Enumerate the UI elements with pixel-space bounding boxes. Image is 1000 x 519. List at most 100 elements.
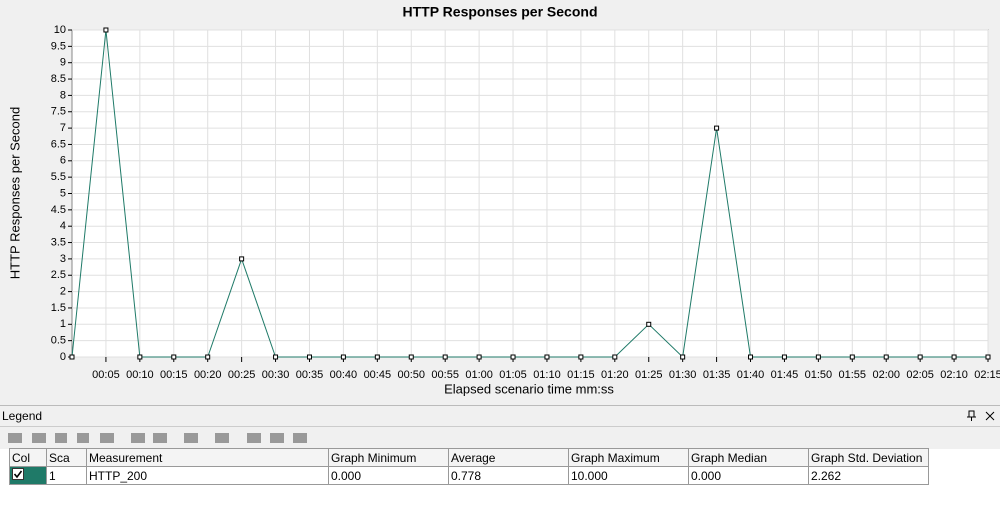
y-tick-label: 7.5	[51, 106, 66, 118]
y-tick-label: 1.5	[51, 302, 66, 314]
data-point	[646, 321, 652, 327]
x-tick-label: 00:25	[228, 369, 256, 381]
column-header[interactable]: Graph Maximum	[568, 448, 689, 467]
x-tick-label: 01:50	[805, 369, 833, 381]
data-point	[612, 354, 618, 360]
x-tick-label: 01:20	[601, 369, 629, 381]
y-tick-label: 9.5	[51, 40, 66, 52]
y-tick-label: 5.5	[51, 171, 66, 183]
data-point	[69, 354, 75, 360]
x-tick-label: 01:00	[465, 369, 493, 381]
x-tick-label: 00:10	[126, 369, 154, 381]
x-tick-label: 01:35	[703, 369, 731, 381]
x-tick-label: 00:35	[296, 369, 324, 381]
data-point	[374, 354, 380, 360]
data-point	[137, 354, 143, 360]
x-tick-label: 00:45	[364, 369, 392, 381]
data-point	[273, 354, 279, 360]
legend-title: Legend	[2, 409, 43, 423]
toolbar	[0, 427, 1000, 449]
data-point	[985, 354, 991, 360]
y-tick-label: 5	[60, 187, 66, 199]
y-tick-label: 3	[60, 253, 66, 265]
x-tick-label: 00:40	[330, 369, 358, 381]
data-point	[815, 354, 821, 360]
data-point	[680, 354, 686, 360]
legend-cell: 0.000	[688, 466, 809, 485]
data-point	[714, 125, 720, 131]
column-header[interactable]: Sca	[46, 448, 87, 467]
column-header[interactable]: Col	[9, 448, 47, 467]
y-tick-label: 0.5	[51, 335, 66, 347]
data-point	[951, 354, 957, 360]
x-tick-label: 01:45	[771, 369, 799, 381]
x-tick-label: 02:05	[906, 369, 934, 381]
y-tick-label: 9	[60, 57, 66, 69]
x-tick-label: 00:20	[194, 369, 222, 381]
panel-buttons[interactable]	[966, 410, 996, 422]
legend-panel: Legend Col Sca Measurement Graph Minimum Ave…	[0, 405, 1000, 519]
x-tick-label: 00:30	[262, 369, 290, 381]
y-axis-label: HTTP Responses per Second	[7, 107, 22, 279]
x-tick-label: 01:10	[533, 369, 561, 381]
column-header[interactable]: Graph Minimum	[328, 448, 449, 467]
color-cell	[9, 466, 47, 485]
data-point	[103, 27, 109, 33]
x-tick-label: 00:05	[92, 369, 120, 381]
y-tick-label: 8.5	[51, 73, 66, 85]
column-header[interactable]: Average	[448, 448, 569, 467]
y-tick-label: 6	[60, 155, 66, 167]
data-point	[748, 354, 754, 360]
legend-cell: HTTP_200	[86, 466, 329, 485]
y-tick-label: 0	[60, 351, 66, 363]
toolbar-icons[interactable]	[0, 427, 320, 449]
x-tick-label: 01:05	[499, 369, 527, 381]
x-tick-label: 01:55	[839, 369, 867, 381]
x-tick-label: 01:15	[567, 369, 595, 381]
data-point	[340, 354, 346, 360]
data-point	[205, 354, 211, 360]
data-line	[71, 29, 988, 359]
data-point	[510, 354, 516, 360]
checkbox[interactable]	[12, 468, 24, 480]
column-header[interactable]: Graph Std. Deviation	[808, 448, 929, 467]
x-axis-label: Elapsed scenario time mm:ss	[444, 381, 614, 396]
legend-cell: 2.262	[808, 466, 929, 485]
x-tick-label: 02:00	[872, 369, 900, 381]
legend-cell: 0.000	[328, 466, 449, 485]
data-point	[849, 354, 855, 360]
legend-cell: 1	[46, 466, 87, 485]
y-tick-label: 8	[60, 89, 66, 101]
x-tick-label: 00:50	[397, 369, 425, 381]
data-point	[239, 256, 245, 262]
y-tick-label: 2.5	[51, 269, 66, 281]
data-point	[171, 354, 177, 360]
x-tick-label: 01:40	[737, 369, 765, 381]
column-header[interactable]: Graph Median	[688, 448, 809, 467]
x-tick-label: 02:15	[974, 369, 1000, 381]
y-tick-label: 3.5	[51, 236, 66, 248]
data-point	[306, 354, 312, 360]
legend-header: Legend	[0, 405, 1000, 427]
data-point	[442, 354, 448, 360]
legend-table: Col Sca Measurement Graph Minimum Average Gra…	[9, 448, 929, 485]
data-point	[917, 354, 923, 360]
legend-cell: 10.000	[568, 466, 689, 485]
y-tick-label: 1	[60, 318, 66, 330]
y-tick-label: 4	[60, 220, 66, 232]
y-tick-label: 7	[60, 122, 66, 134]
data-point	[544, 354, 550, 360]
x-tick-label: 01:30	[669, 369, 697, 381]
data-point	[408, 354, 414, 360]
chart-title: HTTP Responses per Second	[402, 4, 597, 20]
column-header[interactable]: Measurement	[86, 448, 329, 467]
legend-row: 1 HTTP_200 0.000 0.778 10.000 0.000 2.262	[9, 466, 929, 485]
y-tick-label: 2	[60, 286, 66, 298]
x-tick-label: 02:10	[940, 369, 968, 381]
data-point	[781, 354, 787, 360]
y-tick-label: 4.5	[51, 204, 66, 216]
data-point	[578, 354, 584, 360]
y-tick-label: 6.5	[51, 138, 66, 150]
data-point	[476, 354, 482, 360]
